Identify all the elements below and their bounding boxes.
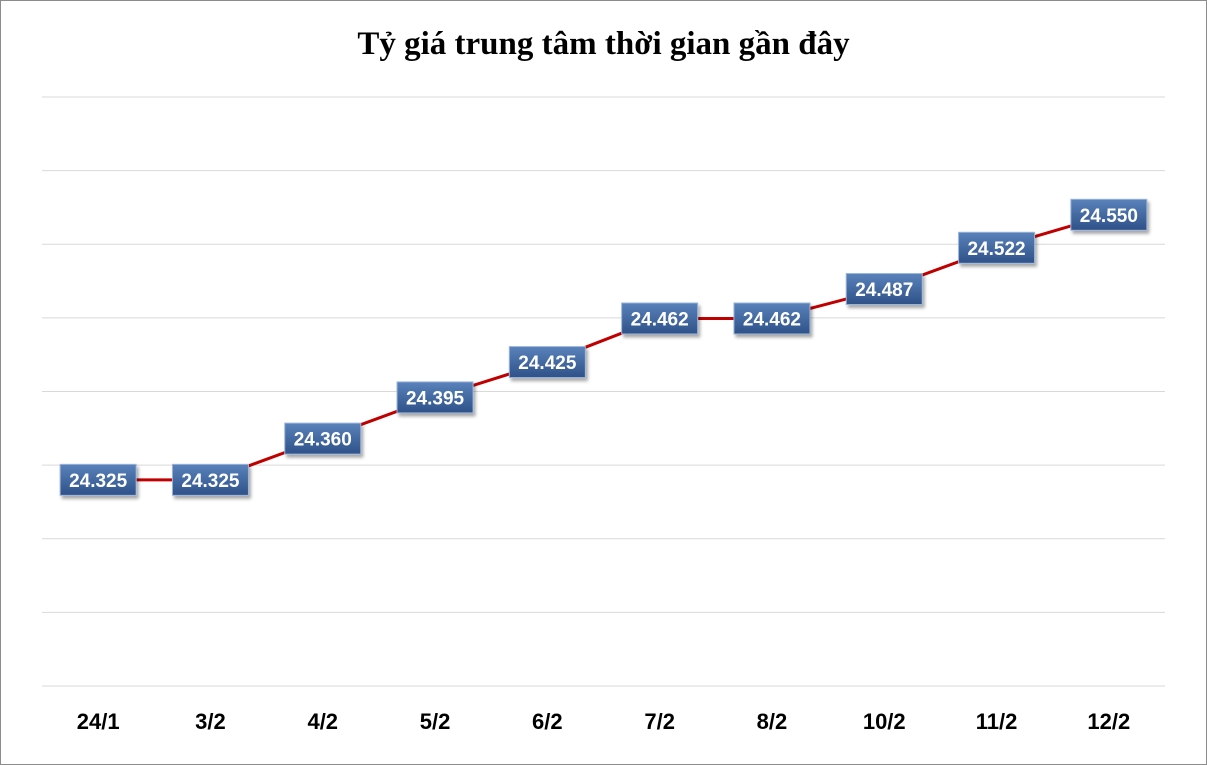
data-label-box (1070, 198, 1148, 231)
data-label-text: 24.325 (181, 471, 240, 492)
data-label-box (958, 231, 1036, 264)
x-tick-label: 6/2 (532, 709, 563, 734)
data-label-box (284, 422, 362, 455)
data-label-box (59, 463, 137, 496)
data-label: 24.325 (171, 463, 249, 496)
x-tick-label: 12/2 (1087, 709, 1130, 734)
x-tick-label: 11/2 (976, 709, 1018, 734)
data-label: 24.462 (733, 302, 811, 335)
data-label: 24.395 (396, 381, 474, 414)
data-label: 24.550 (1070, 198, 1148, 231)
data-label-text: 24.487 (855, 280, 913, 301)
data-label-box (733, 302, 811, 335)
data-label-box (171, 463, 249, 496)
x-tick-label: 5/2 (420, 709, 451, 734)
data-label: 24.462 (621, 302, 699, 335)
x-tick-label: 10/2 (863, 709, 906, 734)
chart-title: Tỷ giá trung tâm thời gian gần đây (357, 26, 850, 62)
x-tick-label: 24/1 (77, 709, 120, 734)
x-tick-label: 8/2 (757, 709, 788, 734)
data-label-text: 24.522 (967, 239, 1025, 260)
data-label-text: 24.325 (69, 471, 128, 492)
data-label-text: 24.550 (1080, 206, 1138, 227)
data-label-box (396, 381, 474, 414)
x-tick-label: 4/2 (307, 709, 338, 734)
data-label-box (621, 302, 699, 335)
series-line-path (98, 213, 1110, 482)
x-axis: 24/1 3/2 4/2 5/2 6/2 7/2 8/2 10/2 11/2 12/2 (77, 709, 1131, 734)
data-labels: 24.325 24.325 24.360 24.395 24.425 24.462 24.4… (59, 198, 1148, 496)
data-label-text: 24.395 (406, 388, 465, 409)
data-label-text: 24.360 (294, 430, 352, 451)
x-tick-label: 3/2 (195, 709, 226, 734)
data-label-text: 24.425 (518, 353, 577, 374)
data-label-box (508, 346, 586, 379)
data-label-text: 24.462 (743, 309, 801, 330)
data-label: 24.522 (958, 231, 1036, 264)
gridlines (42, 96, 1165, 687)
data-label-text: 24.462 (631, 309, 689, 330)
data-label: 24.360 (284, 422, 362, 455)
data-label: 24.325 (59, 463, 137, 496)
data-label: 24.487 (845, 273, 923, 306)
x-tick-label: 7/2 (644, 709, 675, 734)
data-label-box (845, 273, 923, 306)
data-label: 24.425 (508, 346, 586, 379)
